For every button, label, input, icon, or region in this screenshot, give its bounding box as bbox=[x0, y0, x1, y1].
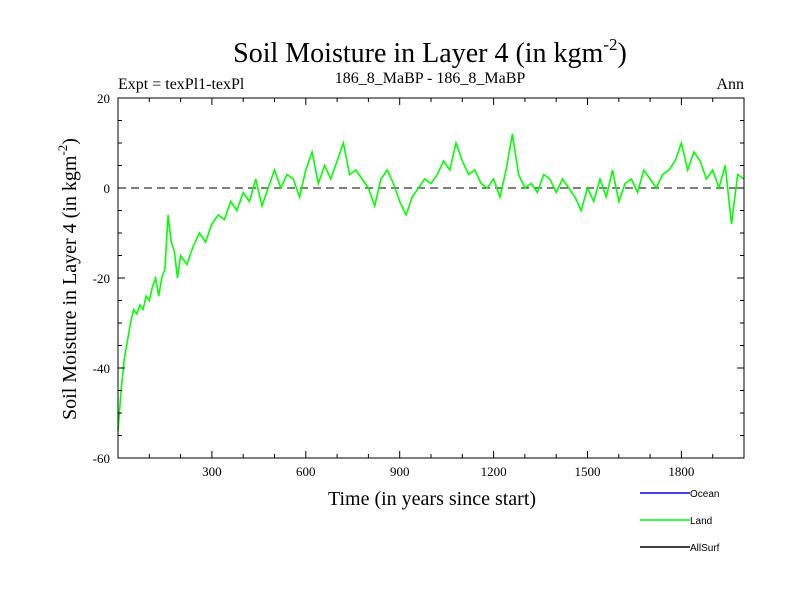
legend-label-ocean: Ocean bbox=[690, 489, 719, 500]
x-tick-label: 1500 bbox=[575, 464, 601, 479]
x-tick-label: 600 bbox=[296, 464, 316, 479]
svg-text:Soil Moisture in Layer 4 (in k: Soil Moisture in Layer 4 (in kgm-2) bbox=[55, 138, 81, 420]
y-tick-label: 0 bbox=[104, 181, 111, 196]
chart-title: Soil Moisture in Layer 4 (in kgm-2) bbox=[233, 35, 627, 69]
y-tick-label: -40 bbox=[93, 361, 110, 376]
x-axis-title: Time (in years since start) bbox=[328, 488, 536, 510]
x-tick-label: 900 bbox=[390, 464, 410, 479]
plot-layer bbox=[117, 133, 745, 432]
x-tick-label: 1800 bbox=[668, 464, 694, 479]
ticks-layer: 300 600 900 1200 1500 1800 20 0 -20 -40 -60 bbox=[93, 91, 744, 479]
y-axis-title: Soil Moisture in Layer 4 (in kgm-2) bbox=[55, 138, 81, 420]
season-label: Ann bbox=[716, 76, 744, 93]
x-tick-label: 1200 bbox=[481, 464, 507, 479]
y-tick-label: -60 bbox=[93, 451, 110, 466]
plot-frame bbox=[117, 97, 745, 459]
period-label: 186_8_MaBP - 186_8_MaBP bbox=[335, 70, 526, 87]
series-line-land bbox=[117, 133, 745, 432]
legend: Ocean Land AllSurf bbox=[640, 489, 720, 554]
y-tick-label: 20 bbox=[97, 91, 110, 106]
x-tick-label: 300 bbox=[202, 464, 222, 479]
legend-label-allsurf: AllSurf bbox=[690, 543, 720, 554]
legend-label-land: Land bbox=[690, 516, 712, 527]
y-tick-label: -20 bbox=[93, 271, 110, 286]
experiment-label: Expt = texPl1-texPl bbox=[118, 76, 245, 93]
